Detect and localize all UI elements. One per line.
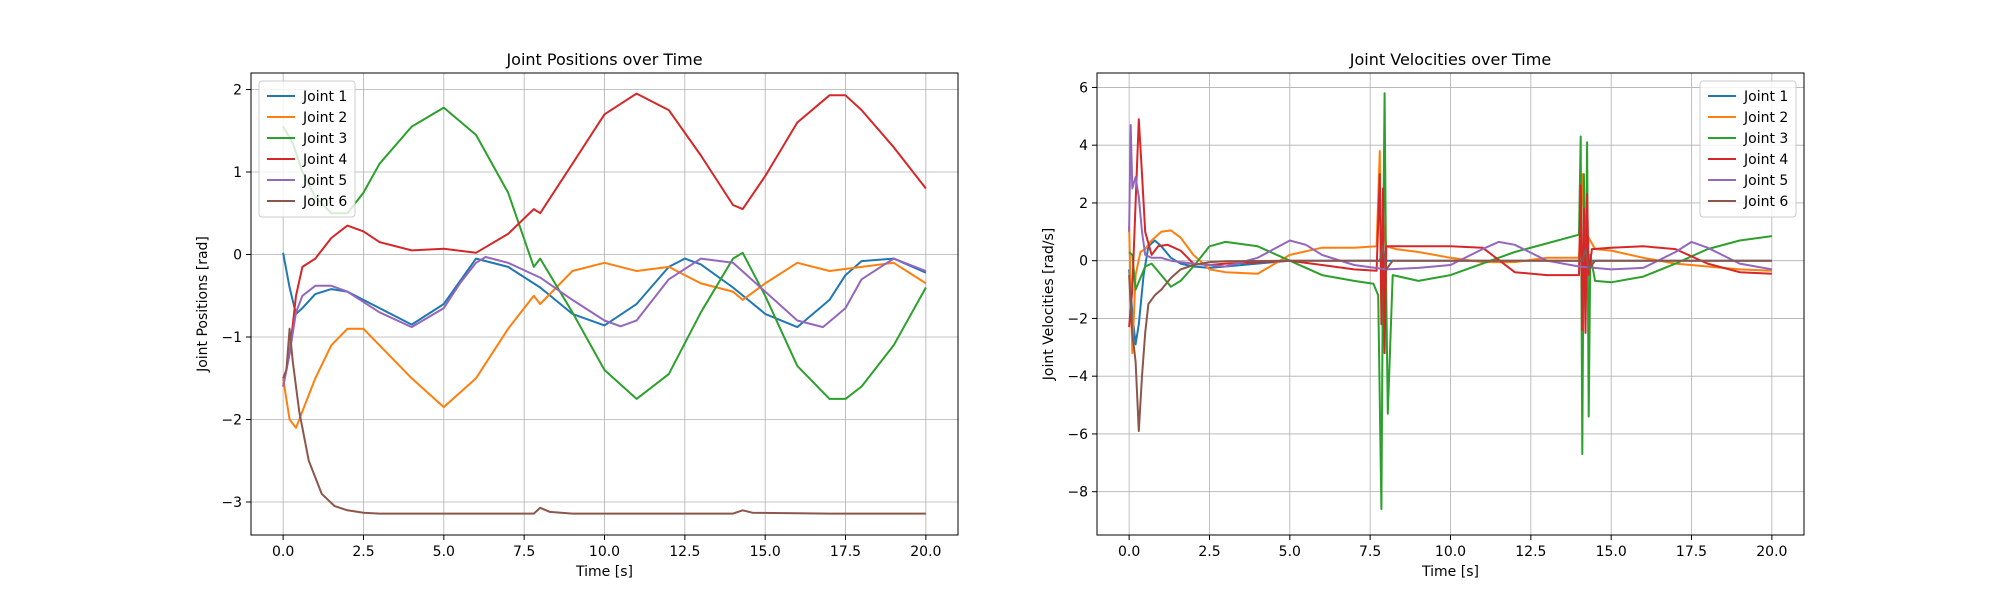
x-axis-label: Time [s] <box>1421 564 1479 580</box>
y-tick-label: 0 <box>233 248 242 264</box>
y-tick-label: 1 <box>233 165 242 181</box>
x-tick-label: 7.5 <box>513 544 535 560</box>
y-tick-label: 2 <box>233 83 242 99</box>
x-tick-label: 0.0 <box>272 544 294 560</box>
chart-title: Joint Velocities over Time <box>1349 50 1551 69</box>
y-tick-label: −2 <box>221 413 242 429</box>
legend-label-joint-5: Joint 5 <box>302 173 347 189</box>
x-tick-label: 17.5 <box>1676 544 1707 560</box>
x-tick-label: 12.5 <box>1515 544 1546 560</box>
x-tick-label: 20.0 <box>1756 544 1787 560</box>
legend-label-joint-6: Joint 6 <box>302 194 347 210</box>
series-line-joint-3 <box>1128 92 1773 510</box>
x-tick-label: 20.0 <box>910 544 941 560</box>
x-tick-label: 7.5 <box>1359 544 1381 560</box>
y-axis-label: Joint Velocities [rad/s] <box>1041 228 1057 381</box>
x-tick-label: 15.0 <box>750 544 781 560</box>
legend-label-joint-4: Joint 4 <box>302 152 347 168</box>
legend-label-joint-4: Joint 4 <box>1743 152 1788 168</box>
y-tick-label: 6 <box>1079 80 1088 96</box>
series-line-joint-6 <box>1128 245 1772 433</box>
series-line-joint-2 <box>282 261 927 429</box>
legend: Joint 1 Joint 2 Joint 3 Joint 4 Joint 5 Joint… <box>258 80 356 218</box>
series-group <box>282 92 927 515</box>
y-tick-label: −2 <box>1067 311 1088 327</box>
legend-label-joint-2: Joint 2 <box>1743 110 1788 126</box>
legend-label-joint-2: Joint 2 <box>302 110 347 126</box>
y-tick-label: −3 <box>221 495 242 511</box>
y-axis-label: Joint Positions [rad] <box>195 236 211 373</box>
x-tick-label: 10.0 <box>1435 544 1466 560</box>
legend-label-joint-3: Joint 3 <box>302 131 347 147</box>
x-tick-label: 12.5 <box>669 544 700 560</box>
y-tick-label: 2 <box>1079 196 1088 212</box>
legend: Joint 1 Joint 2 Joint 3 Joint 4 Joint 5 Joint… <box>1699 80 1797 218</box>
legend-label-joint-1: Joint 1 <box>302 89 347 105</box>
x-tick-label: 2.5 <box>1198 544 1220 560</box>
legend-label-joint-3: Joint 3 <box>1743 131 1788 147</box>
y-tick-label: −4 <box>1067 369 1088 385</box>
x-tick-label: 5.0 <box>433 544 455 560</box>
legend-label-joint-1: Joint 1 <box>1743 89 1788 105</box>
x-tick-label: 0.0 <box>1118 544 1140 560</box>
series-line-joint-6 <box>282 327 926 515</box>
x-tick-label: 15.0 <box>1596 544 1627 560</box>
x-axis-label: Time [s] <box>575 564 633 580</box>
chart-title: Joint Positions over Time <box>505 50 702 69</box>
y-tick-label: −1 <box>221 330 242 346</box>
x-tick-label: 10.0 <box>589 544 620 560</box>
legend-box <box>1699 80 1797 218</box>
x-tick-label: 2.5 <box>352 544 374 560</box>
x-tick-label: 17.5 <box>830 544 861 560</box>
y-tick-label: −6 <box>1067 427 1088 443</box>
legend-label-joint-5: Joint 5 <box>1743 173 1788 189</box>
series-group <box>1128 92 1773 510</box>
series-line-joint-5 <box>1128 124 1773 271</box>
x-tick-label: 5.0 <box>1279 544 1301 560</box>
series-line-joint-4 <box>282 92 927 387</box>
legend-box <box>258 80 356 218</box>
joint-positions-chart: 0.0 2.5 5.0 7.5 10.0 12.5 15.0 17.5 20.0 −3 −2 −1 0 1… <box>195 50 959 580</box>
y-tick-label: 4 <box>1079 138 1088 154</box>
y-tick-label: −8 <box>1067 485 1088 501</box>
series-line-joint-4 <box>1128 118 1772 355</box>
series-line-joint-5 <box>282 256 927 387</box>
joint-velocities-chart: 0.0 2.5 5.0 7.5 10.0 12.5 15.0 17.5 20.0 −8 −6 −4 −2… <box>1041 50 1805 580</box>
legend-label-joint-6: Joint 6 <box>1743 194 1788 210</box>
y-tick-label: 0 <box>1079 254 1088 270</box>
